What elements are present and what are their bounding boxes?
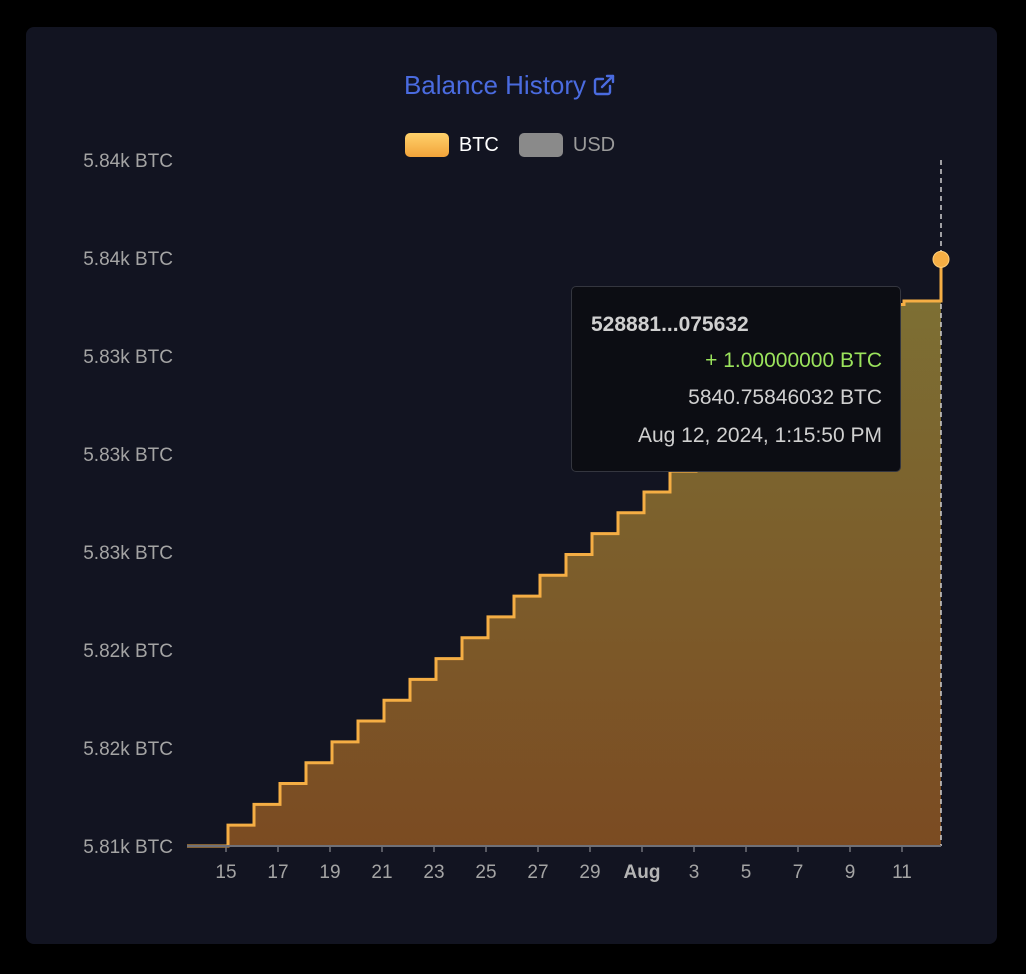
y-tick-label: 5.83k BTC (83, 347, 173, 368)
data-point (226, 823, 230, 827)
x-tick-label: 27 (527, 862, 548, 883)
y-tick-label: 5.82k BTC (83, 641, 173, 662)
x-tick-label: 25 (475, 862, 496, 883)
x-tick-label: 5 (741, 862, 752, 883)
data-point (382, 698, 386, 702)
tooltip-tx-id: 528881...075632 (591, 313, 749, 336)
y-tick-label: 5.84k BTC (83, 151, 173, 172)
chart-title[interactable]: Balance History (0, 70, 1020, 104)
external-link-icon[interactable] (592, 73, 616, 104)
data-point (200, 844, 204, 848)
data-point (278, 782, 282, 786)
x-tick-label: 11 (892, 862, 912, 883)
tooltip-time: Aug 12, 2024, 1:15:50 PM (637, 424, 882, 447)
x-tick-label: 29 (579, 862, 600, 883)
tooltip-balance: 5840.75846032 BTC (688, 386, 882, 409)
y-tick-label: 5.82k BTC (83, 739, 173, 760)
y-tick-label: 5.83k BTC (83, 543, 173, 564)
tooltip-change: + 1.00000000 BTC (705, 349, 882, 372)
data-point (252, 802, 256, 806)
legend-item-usd[interactable]: USD (518, 133, 616, 157)
tooltip: 528881...075632 + 1.00000000 BTC 5840.75… (571, 286, 901, 472)
legend-label-usd[interactable]: USD (572, 133, 616, 156)
y-axis: 5.84k BTC 5.84k BTC 5.83k BTC 5.83k BTC 5.83… (83, 151, 173, 858)
data-point (408, 677, 412, 681)
x-tick-label: 17 (267, 862, 288, 883)
chart-title-text[interactable]: Balance History (403, 70, 587, 100)
legend-swatch-btc[interactable] (404, 133, 449, 157)
y-tick-label: 5.81k BTC (83, 837, 173, 858)
x-tick-label: 3 (689, 862, 700, 883)
data-point (902, 299, 906, 303)
data-point (460, 636, 464, 640)
chart-legend: BTC USD (0, 133, 1020, 157)
legend-label-btc[interactable]: BTC (458, 133, 499, 156)
legend-swatch-usd[interactable] (518, 133, 563, 157)
data-point (616, 511, 620, 515)
x-tick-label: 9 (845, 862, 856, 883)
data-point (512, 594, 516, 598)
legend-item-btc[interactable]: BTC (404, 133, 499, 157)
x-tick-label: 15 (215, 862, 236, 883)
x-tick-label: 23 (423, 862, 444, 883)
y-tick-label: 5.83k BTC (83, 445, 173, 466)
data-point (356, 719, 360, 723)
balance-area (187, 259, 941, 846)
data-point (642, 490, 646, 494)
x-tick-label: 19 (319, 862, 340, 883)
x-tick-label: 21 (371, 862, 392, 883)
x-tick-label: Aug (624, 862, 661, 883)
data-point (304, 761, 308, 765)
data-point (939, 278, 943, 282)
data-point (564, 552, 568, 556)
data-point (590, 532, 594, 536)
data-point (330, 740, 334, 744)
x-axis: 15 17 19 21 23 25 27 29 Aug 3 5 7 9 11 (215, 846, 912, 883)
data-point (486, 615, 490, 619)
y-tick-label: 5.84k BTC (83, 249, 173, 270)
data-point (434, 657, 438, 661)
data-point (538, 573, 542, 577)
x-tick-label: 7 (793, 862, 804, 883)
hover-point[interactable] (932, 250, 950, 268)
